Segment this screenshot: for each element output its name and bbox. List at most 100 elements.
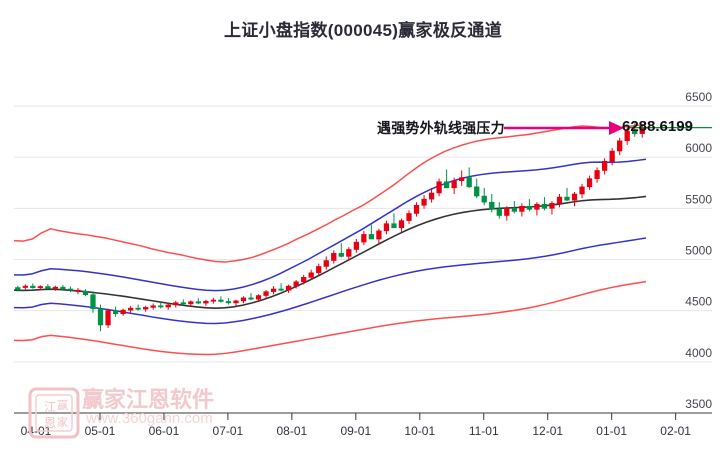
candle-body	[346, 249, 352, 257]
candle-body	[67, 288, 74, 291]
x-axis-tick-label: 07-01	[213, 424, 244, 438]
candle-body	[338, 253, 344, 257]
x-axis-tick-label: 06-01	[149, 424, 180, 438]
candle-body	[293, 281, 299, 287]
y-axis-tick-label: 5500	[685, 192, 712, 206]
candle-body	[233, 300, 239, 304]
candle-body	[594, 170, 600, 179]
candle-body	[428, 192, 435, 200]
channel-line-inner-lower-band	[13, 237, 647, 325]
candle-body	[180, 302, 186, 305]
candle-body	[248, 297, 254, 300]
watermark-brand: 赢家江恩软件	[82, 387, 215, 412]
candle-body	[225, 301, 232, 304]
candle-body	[586, 178, 593, 188]
candle-body	[474, 186, 480, 197]
candle-body	[481, 195, 487, 203]
candle-body	[624, 130, 630, 142]
candle-body	[263, 291, 269, 296]
y-axis-tick-label: 5000	[685, 244, 712, 258]
candle-body	[301, 277, 307, 283]
svg-text:江: 江	[44, 400, 56, 414]
candle-body	[564, 196, 570, 201]
candle-body	[391, 223, 397, 229]
candle-body	[285, 285, 292, 291]
candle-body	[135, 307, 141, 310]
x-axis-tick-label: 05-01	[85, 424, 116, 438]
candle-body	[37, 286, 43, 289]
y-axis-tick-label: 6000	[685, 141, 712, 155]
candle-body	[413, 204, 420, 214]
candle-body	[90, 294, 96, 309]
candle-body	[278, 288, 284, 291]
candle-body	[60, 286, 66, 290]
candle-body	[579, 186, 585, 195]
candle-body	[105, 310, 111, 326]
candle-body	[143, 307, 149, 310]
x-axis-tick-label: 04-01	[21, 424, 52, 438]
candle-body	[75, 289, 81, 292]
channel-line-outer-lower-band	[13, 280, 647, 356]
channel-line-outer-upper-band	[13, 123, 647, 263]
candle-body	[255, 295, 262, 300]
candle-body	[511, 208, 517, 212]
candle-body	[519, 205, 525, 212]
candle-body	[165, 304, 171, 308]
candle-body	[549, 202, 555, 209]
candle-body	[368, 234, 375, 240]
candle-body	[504, 208, 510, 216]
x-axis-tick-label: 08-01	[276, 424, 307, 438]
candle-body	[203, 300, 209, 304]
candle-body	[489, 201, 495, 210]
candle-body	[240, 297, 247, 302]
x-axis-tick-label: 12-01	[532, 424, 563, 438]
candle-body	[22, 285, 28, 288]
y-axis-tick-label: 3500	[685, 397, 712, 411]
candle-body	[496, 209, 502, 216]
candle-body	[316, 266, 322, 274]
watermark-seal-icon: 江 赢 恩 家	[28, 387, 80, 439]
candle-body	[451, 180, 457, 189]
candle-body	[556, 196, 563, 204]
svg-text:恩: 恩	[44, 416, 56, 430]
candle-body	[398, 220, 405, 229]
y-axis-tick-label: 6500	[685, 90, 712, 104]
candle-body	[436, 181, 442, 194]
candle-body	[218, 299, 224, 302]
candle-body	[308, 272, 314, 278]
candle-body	[459, 177, 465, 182]
candle-body	[97, 308, 104, 326]
candle-body	[443, 181, 450, 189]
candle-body	[195, 301, 201, 304]
channel-line-middle-line	[13, 195, 647, 310]
candle-body	[173, 302, 179, 306]
svg-text:赢: 赢	[57, 398, 68, 412]
x-axis-tick-label: 10-01	[404, 424, 435, 438]
candle-body	[323, 260, 329, 267]
candle-body	[376, 230, 382, 240]
candle-body	[82, 290, 89, 296]
candle-body	[421, 198, 427, 206]
candle-body	[112, 310, 119, 315]
candle-body	[617, 140, 623, 152]
candle-body	[15, 287, 21, 290]
x-axis-tick-label: 01-01	[596, 424, 627, 438]
y-axis-tick-label: 4500	[685, 295, 712, 309]
candle-body	[188, 301, 194, 305]
candle-body	[353, 241, 359, 250]
candle-body	[526, 205, 533, 210]
candle-body	[534, 203, 540, 210]
svg-text:家: 家	[57, 415, 68, 429]
candle-body	[406, 213, 412, 221]
candle-body	[609, 150, 615, 162]
candle-body	[30, 285, 36, 289]
candle-body	[270, 288, 277, 292]
candle-body	[45, 286, 51, 289]
candle-body	[150, 305, 156, 308]
candle-body	[127, 307, 134, 311]
candle-body	[632, 130, 638, 134]
candle-body	[466, 177, 472, 188]
